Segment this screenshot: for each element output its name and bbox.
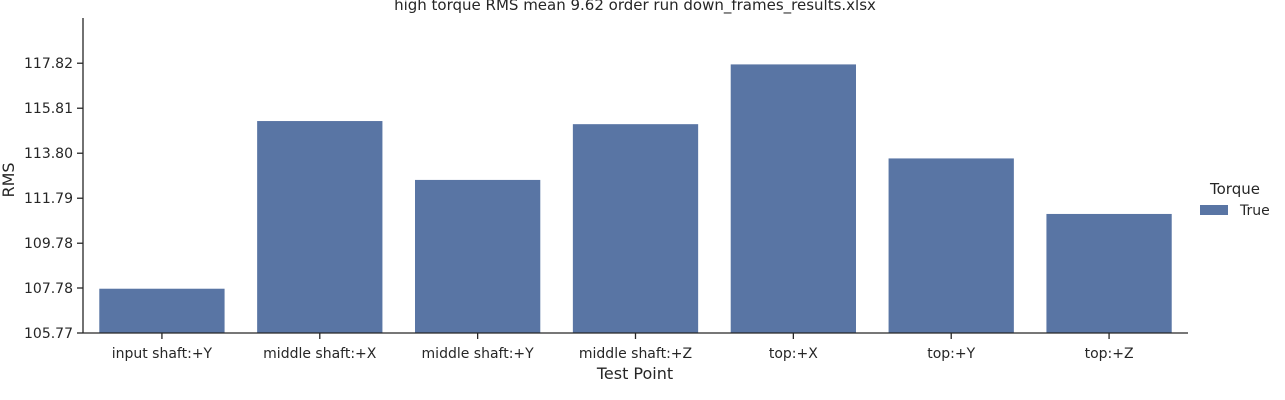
y-axis: 105.77 107.78 109.78 111.79 113.80 115.81 117.… [24,18,84,342]
bar-4 [729,63,858,334]
y-tick-label-1: 107.78 [24,281,73,297]
bar-0 [98,287,226,334]
x-tick-label-3: middle shaft:+Z [579,346,692,362]
y-tick-label-3: 111.79 [24,191,73,207]
legend-title: Torque [1209,180,1260,198]
x-axis-label: Test Point [596,364,673,383]
x-tick-label-2: middle shaft:+Y [422,346,535,362]
x-tick-label-1: middle shaft:+X [263,346,377,362]
y-tick-label-2: 109.78 [24,236,73,252]
bar-3 [571,123,700,334]
bar-6 [1045,212,1173,334]
chart-title: high torque RMS mean 9.62 order run down… [394,0,876,15]
bars-group [98,63,1173,334]
x-tick-label-4: top:+X [769,346,818,362]
legend: Torque True [1200,180,1270,219]
y-tick-label-6: 117.82 [24,56,73,72]
legend-label-true: True [1239,203,1270,219]
legend-swatch-true [1200,205,1228,215]
bar-5 [887,157,1015,334]
bar-1 [256,120,384,334]
x-tick-label-6: top:+Z [1085,346,1134,362]
y-tick-label-5: 115.81 [24,101,73,117]
y-axis-label: RMS [0,162,18,197]
bar-2 [414,178,542,334]
x-tick-label-5: top:+Y [927,346,975,362]
x-axis: input shaft:+Y middle shaft:+X middle shaf… [83,332,1188,362]
y-tick-label-0: 105.77 [24,326,73,342]
x-tick-label-0: input shaft:+Y [112,346,213,362]
y-tick-label-4: 113.80 [24,146,73,162]
